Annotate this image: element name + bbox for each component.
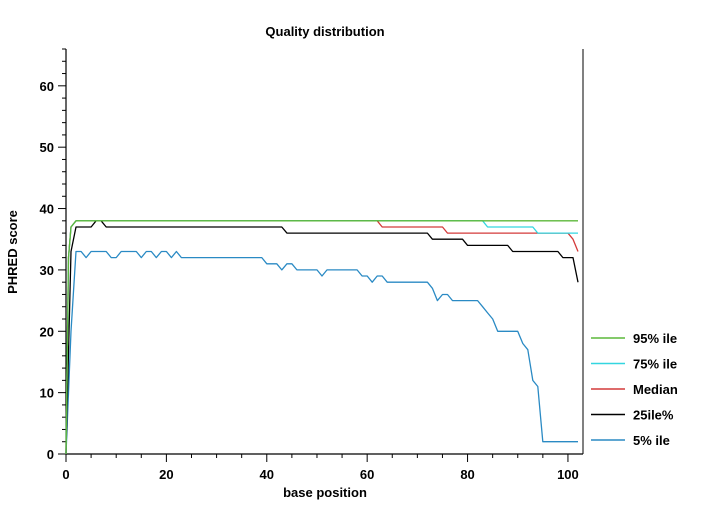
y-tick-label: 30: [40, 263, 54, 278]
x-axis: 0 20 40 60 80 100: [62, 454, 579, 482]
y-tick-label: 20: [40, 324, 54, 339]
x-axis-label: base position: [283, 485, 367, 500]
series-line-95-ile: [65, 220, 578, 455]
x-tick-label: 80: [460, 467, 474, 482]
x-tick-label: 40: [260, 467, 274, 482]
x-tick-label: 60: [360, 467, 374, 482]
legend-label: Median: [633, 382, 678, 397]
y-tick-label: 0: [47, 447, 54, 462]
legend-label: 95% ile: [633, 331, 677, 346]
legend-label: 75% ile: [633, 357, 677, 372]
series-line-5-ile: [65, 250, 578, 455]
y-tick-label: 50: [40, 140, 54, 155]
y-tick-label: 60: [40, 79, 54, 94]
y-axis: 0 10 20 30 40 50 60: [40, 48, 66, 462]
series-line-25ile: [65, 220, 579, 455]
y-tick-label: 40: [40, 202, 54, 217]
y-axis-label: PHRED score: [5, 210, 20, 294]
legend-label: 5% ile: [633, 433, 670, 448]
legend-label: 25ile%: [633, 408, 674, 423]
chart-title: Quality distribution: [265, 24, 384, 39]
x-tick-label: 20: [159, 467, 173, 482]
legend: 95% ile 75% ile Median 25ile% 5% ile: [591, 331, 678, 448]
plot-frame: [65, 49, 584, 455]
y-tick-label: 10: [40, 386, 54, 401]
x-tick-label: 100: [557, 467, 579, 482]
x-tick-label: 0: [62, 467, 69, 482]
series-layer: [65, 220, 579, 455]
